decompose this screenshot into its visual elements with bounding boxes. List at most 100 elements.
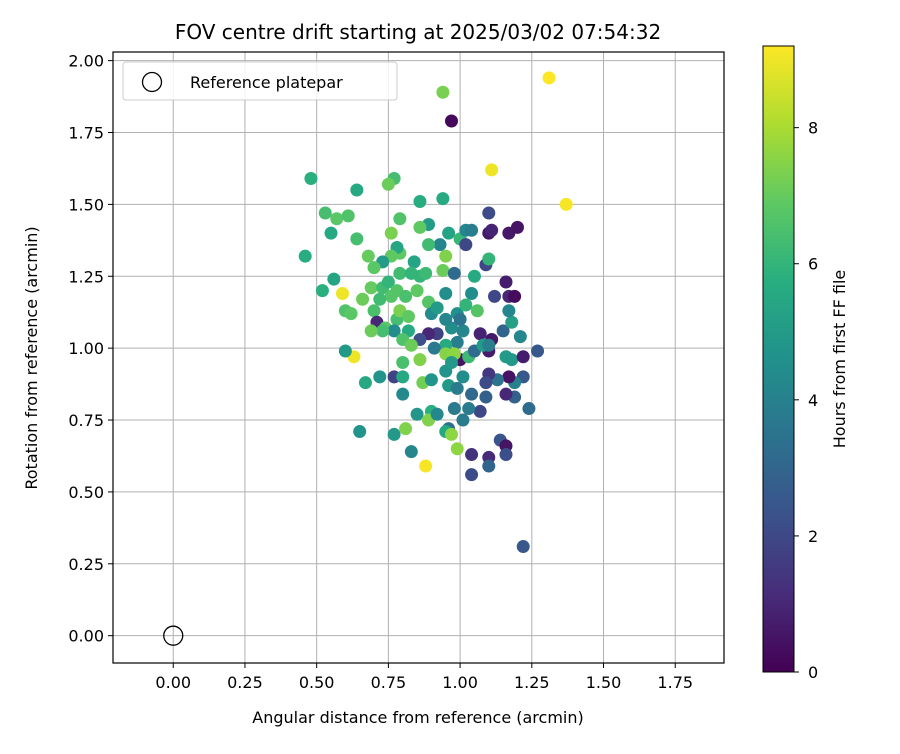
data-point (324, 226, 338, 240)
data-point (465, 448, 479, 462)
colorbar-ticks: 0 2 4 6 8 (794, 119, 818, 682)
data-point (473, 327, 487, 341)
y-axis-label: Rotation from reference (arcmin) (22, 226, 41, 489)
data-point (413, 195, 427, 209)
data-point (356, 292, 370, 306)
data-point (436, 85, 450, 99)
data-point (393, 212, 407, 226)
data-point (482, 252, 496, 266)
data-point (522, 402, 536, 416)
data-point (470, 304, 484, 318)
data-point (467, 269, 481, 283)
data-point (465, 223, 479, 237)
data-point (499, 448, 513, 462)
data-point (387, 324, 401, 338)
data-point (502, 370, 516, 384)
data-point (453, 312, 467, 326)
data-point (364, 281, 378, 295)
y-tick-label: 2.00 (68, 52, 104, 71)
x-tick-label: 0.00 (155, 673, 191, 692)
data-point (505, 315, 519, 329)
data-point (419, 266, 433, 280)
data-point (456, 413, 470, 427)
data-point (450, 381, 464, 395)
data-point (447, 266, 461, 280)
data-point (505, 353, 519, 367)
data-point (330, 212, 344, 226)
colorbar: 0 2 4 6 8 Hours from first FF file (762, 45, 849, 682)
x-tick-label: 0.75 (371, 673, 407, 692)
data-point (444, 356, 458, 370)
data-point (482, 338, 496, 352)
y-tick-label: 0.25 (68, 555, 104, 574)
data-point (462, 402, 476, 416)
data-point (559, 197, 573, 211)
data-point (399, 422, 413, 436)
data-point (396, 387, 410, 401)
data-point (502, 304, 516, 318)
data-point (465, 287, 479, 301)
data-point (341, 209, 355, 223)
y-tick-label: 1.25 (68, 267, 104, 286)
colorbar-tick-label: 6 (808, 255, 818, 274)
data-point (444, 427, 458, 441)
data-point (456, 370, 470, 384)
data-point (367, 261, 381, 275)
data-point (361, 249, 375, 263)
data-point (450, 442, 464, 456)
colorbar-gradient (762, 45, 795, 673)
data-point (516, 350, 530, 364)
data-point (298, 249, 312, 263)
data-point (510, 220, 524, 234)
data-point (465, 468, 479, 482)
data-point (479, 376, 493, 390)
data-point (430, 301, 444, 315)
legend-label: Reference platepar (190, 73, 343, 92)
data-point (516, 540, 530, 554)
x-tick-label: 0.25 (227, 673, 263, 692)
data-point (373, 370, 387, 384)
data-point (373, 292, 387, 306)
data-point (381, 177, 395, 191)
data-point (404, 338, 418, 352)
data-point (485, 223, 499, 237)
data-point (436, 192, 450, 206)
data-point (358, 376, 372, 390)
reference-platepar-marker (163, 625, 184, 646)
data-point (410, 407, 424, 421)
data-points (163, 71, 573, 646)
colorbar-tick-label: 0 (808, 663, 818, 682)
data-point (430, 407, 444, 421)
data-point (350, 232, 364, 246)
data-point (482, 206, 496, 220)
data-point (433, 238, 447, 252)
data-point (465, 387, 479, 401)
data-point (404, 445, 418, 459)
x-axis-label: Angular distance from reference (arcmin) (252, 708, 583, 727)
y-axis-ticks: 0.00 0.25 0.50 0.75 1.00 1.25 1.50 1.75 2.00 (68, 52, 113, 646)
data-point (488, 289, 502, 303)
data-point (447, 402, 461, 416)
data-point (459, 238, 473, 252)
plot-frame (112, 51, 725, 664)
data-point (479, 390, 493, 404)
data-point (410, 284, 424, 298)
data-point (427, 341, 441, 355)
colorbar-tick-label: 2 (808, 527, 818, 546)
data-point (496, 324, 510, 338)
data-point (482, 459, 496, 473)
y-tick-label: 1.50 (68, 195, 104, 214)
data-point (456, 324, 470, 338)
data-point (344, 307, 358, 321)
data-point (499, 387, 513, 401)
data-point (327, 272, 341, 286)
y-tick-label: 0.00 (68, 627, 104, 646)
data-point (387, 427, 401, 441)
data-point (396, 356, 410, 370)
x-tick-label: 1.50 (586, 673, 622, 692)
x-tick-label: 1.00 (442, 673, 478, 692)
data-point (542, 71, 556, 85)
data-point (353, 425, 367, 439)
y-tick-label: 0.75 (68, 411, 104, 430)
